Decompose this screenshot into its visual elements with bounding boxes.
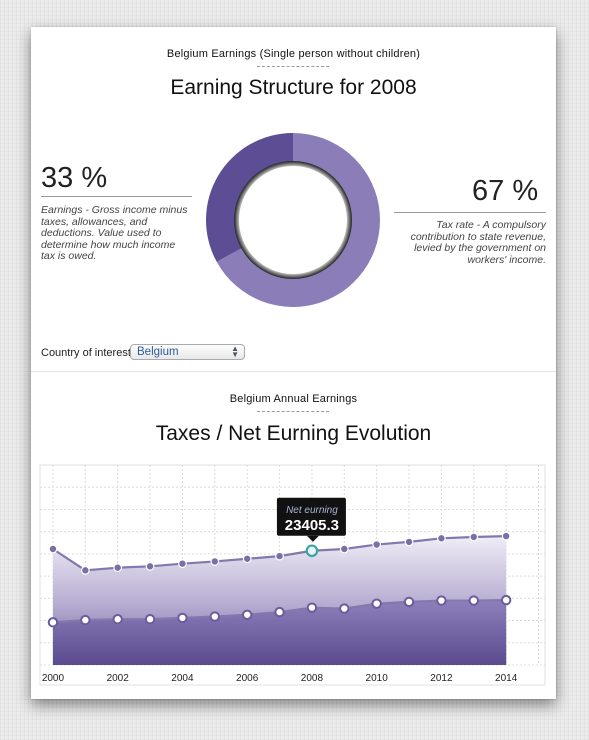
point-net[interactable] <box>47 617 59 628</box>
point-gross[interactable] <box>437 533 446 543</box>
point-gross[interactable] <box>469 532 479 542</box>
data-points <box>47 531 512 628</box>
point-gross[interactable] <box>145 561 155 571</box>
point-net[interactable] <box>177 612 188 624</box>
point-net[interactable] <box>436 595 447 606</box>
tax-rate-description: Tax rate - A compulsory contribution to … <box>410 219 546 266</box>
tooltip-box <box>276 497 346 536</box>
x-tick-label: 2004 <box>171 673 194 684</box>
point-net[interactable] <box>274 606 285 618</box>
point-net[interactable] <box>209 611 221 622</box>
x-tick-label: 2002 <box>107 673 130 684</box>
subtitle-divider <box>257 66 329 67</box>
point-net[interactable] <box>371 598 382 609</box>
left-rule <box>41 196 192 197</box>
point-gross[interactable] <box>372 540 382 549</box>
point-net[interactable] <box>339 603 350 614</box>
point-gross[interactable] <box>501 531 511 541</box>
point-net[interactable] <box>241 609 253 620</box>
page-title: Earning Structure for 2008 <box>170 76 417 99</box>
point-gross[interactable] <box>178 559 187 569</box>
charts-svg: 2000 2002 2004 2006 2008 2010 2012 2014 Net eur… <box>39 133 546 686</box>
point-gross[interactable] <box>48 544 58 554</box>
point-gross[interactable] <box>339 544 349 554</box>
chart-title: Taxes / Net Eurning Evolution <box>155 422 432 445</box>
point-gross[interactable] <box>210 557 220 566</box>
tooltip-value: 23405.3 <box>285 517 339 534</box>
x-tick-label: 2000 <box>42 673 65 684</box>
donut-slice-tax-rate <box>216 133 380 307</box>
tooltip: Net eurning 23405.3 <box>276 497 346 542</box>
x-axis-ticks: 2000 2002 2004 2006 2008 2010 2012 2014 <box>42 673 518 684</box>
country-select-value: Belgium <box>137 346 179 358</box>
tooltip-arrow <box>306 535 319 542</box>
point-gross[interactable] <box>80 565 90 575</box>
area-series <box>52 536 507 665</box>
chart-subtitle: Belgium Annual Earnings <box>229 393 358 405</box>
right-rule <box>394 212 546 213</box>
card: Belgium Earnings (Single person without … <box>31 27 556 699</box>
point-net[interactable] <box>500 594 512 606</box>
point-net[interactable] <box>403 596 415 608</box>
donut-chart <box>205 133 380 307</box>
x-tick-label: 2010 <box>366 673 389 684</box>
point-gross[interactable] <box>242 554 252 564</box>
tooltip-label: Net eurning <box>286 505 338 516</box>
point-net[interactable] <box>144 614 156 625</box>
x-tick-label: 2006 <box>236 673 259 684</box>
point-net[interactable] <box>306 602 318 613</box>
select-arrows-icon: ▲ ▼ <box>231 344 239 359</box>
donut-hole-center <box>239 166 347 274</box>
x-tick-label: 2012 <box>430 673 453 684</box>
x-tick-label: 2008 <box>301 673 324 684</box>
point-gross[interactable] <box>275 551 284 561</box>
country-select[interactable]: Belgium ▲ ▼ <box>130 344 245 360</box>
chart-subtitle-divider <box>257 411 329 412</box>
point-gross[interactable] <box>113 563 123 573</box>
section-divider <box>31 371 556 372</box>
area-net-earning <box>52 600 507 665</box>
page-subtitle: Belgium Earnings (Single person without … <box>166 48 421 60</box>
point-net[interactable] <box>112 614 123 625</box>
x-tick-label: 2014 <box>495 673 518 684</box>
point-net[interactable] <box>468 595 479 606</box>
tax-rate-percent: 67 % <box>472 175 539 207</box>
earnings-percent: 33 % <box>41 162 108 194</box>
earnings-description: Earnings - Gross income minus taxes, all… <box>41 204 188 262</box>
country-label: Country of interest <box>41 347 131 359</box>
highlighted-point[interactable] <box>305 544 319 558</box>
point-gross[interactable] <box>404 537 414 547</box>
point-net[interactable] <box>80 614 91 626</box>
